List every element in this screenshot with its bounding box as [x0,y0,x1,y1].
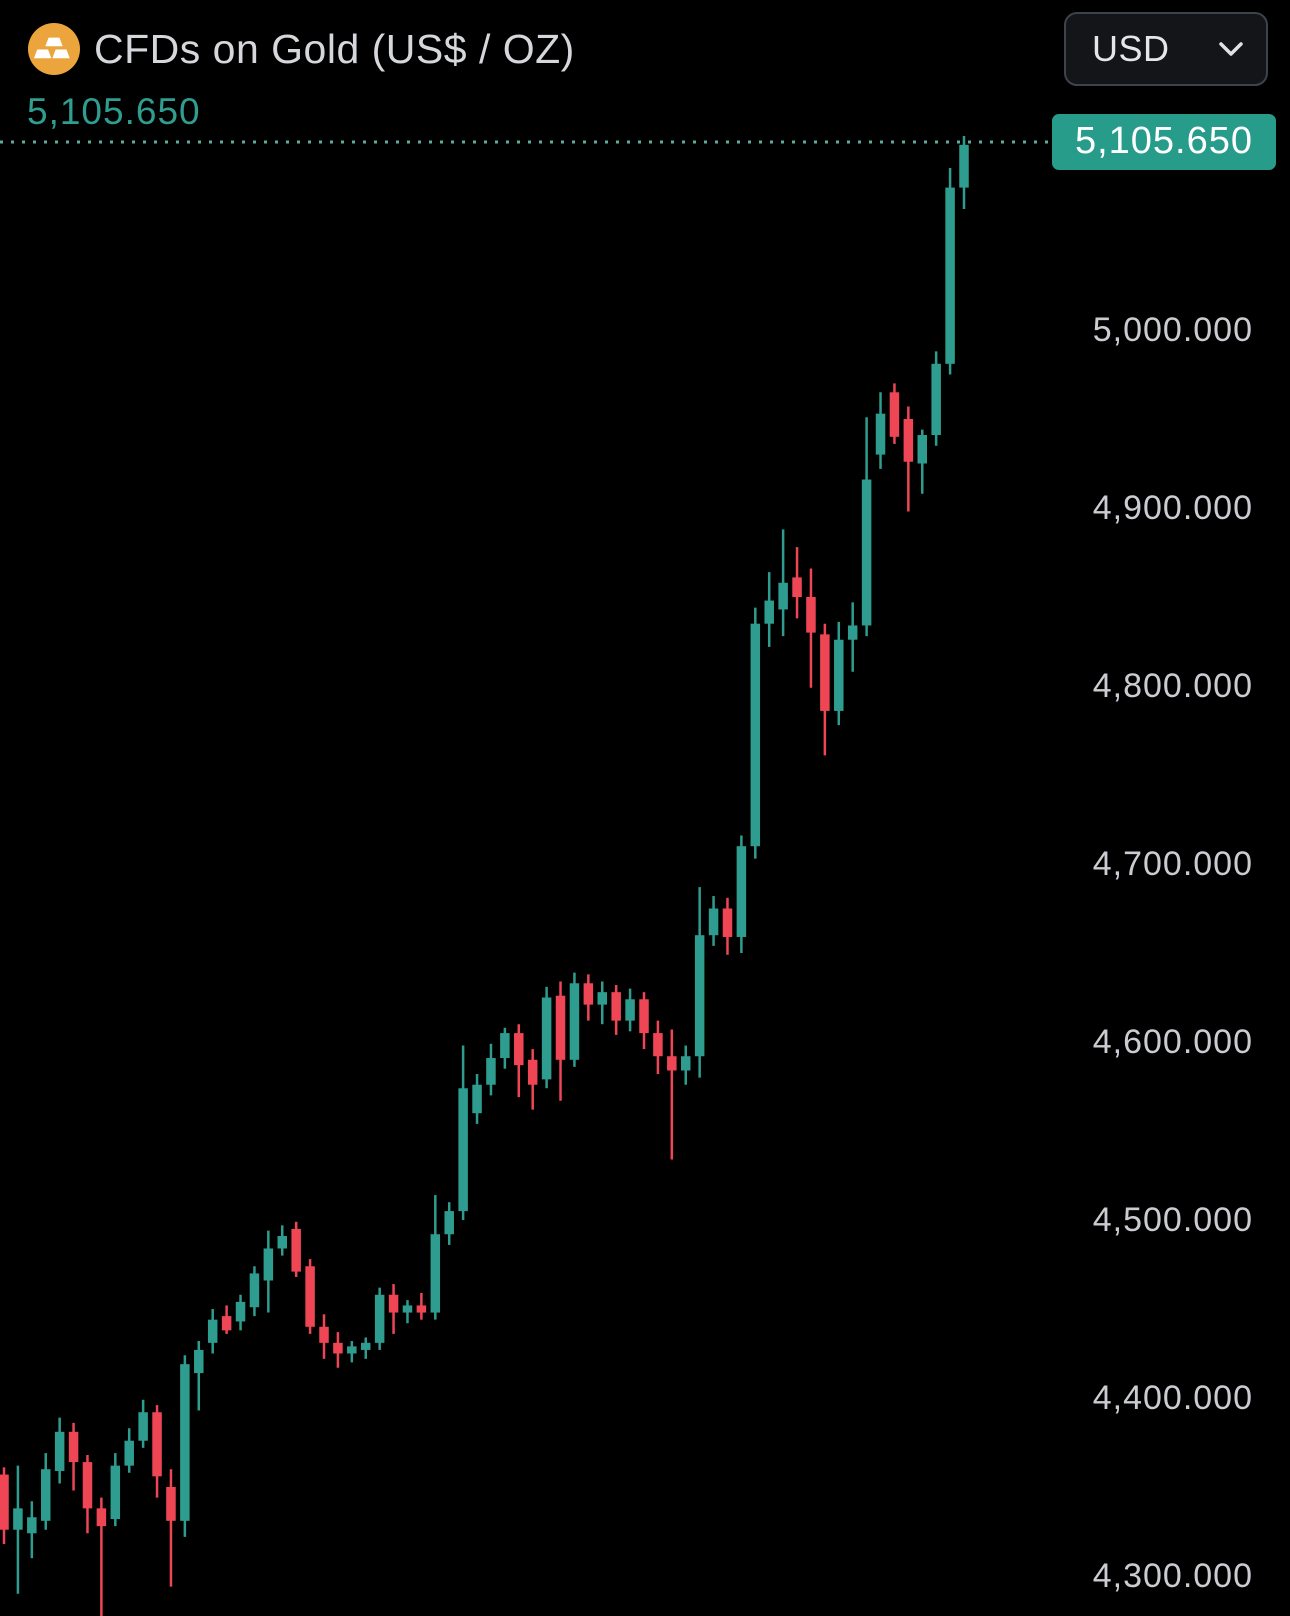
candlestick [555,981,566,1101]
candlestick [110,1453,121,1527]
price-axis-tick: 4,600.000 [1092,1023,1253,1061]
candlestick [82,1454,93,1534]
candlestick [486,1043,496,1096]
currency-value: USD [1092,28,1170,69]
candlestick [68,1422,79,1491]
gold-bars-icon [28,23,80,75]
candlestick [152,1405,162,1498]
candlestick [750,607,761,859]
candlestick [235,1294,246,1331]
candlestick [764,572,774,647]
candlestick [430,1195,441,1320]
candlestick [514,1024,524,1098]
candlestick [472,1074,482,1124]
candlestick [444,1202,454,1245]
candlestick [54,1417,65,1484]
candlestick [207,1309,218,1354]
symbol-row: CFDs on Gold (US$ / OZ) [28,22,575,76]
candlestick [124,1428,134,1473]
candlestick [694,887,705,1078]
candlestick [347,1341,357,1363]
candlestick [597,981,608,1025]
candlestick [722,897,733,955]
current-price-value: 5,105.650 [27,91,201,132]
candlestick [583,974,594,1021]
candlestick [945,168,955,375]
candlestick [0,1467,9,1544]
candlestick [889,383,900,444]
candlestick [305,1259,315,1334]
candlestick [959,135,969,209]
candlestick [416,1292,427,1320]
candlestick [40,1453,51,1530]
candlestick [625,988,635,1032]
candlestick [180,1355,190,1537]
candlestick [249,1266,260,1317]
price-axis-tick: 4,300.000 [1092,1557,1253,1595]
candlestick [611,985,621,1035]
candlestick [653,1020,663,1075]
candlestick [27,1501,37,1559]
last-price-label: 5,105.650 [1052,113,1276,170]
candlestick [388,1284,399,1334]
candlestick [221,1305,232,1334]
price-axis-tick: 4,800.000 [1092,667,1253,705]
price-axis-tick: 4,500.000 [1092,1201,1253,1239]
candlestick [527,1049,538,1110]
candlestick [291,1221,301,1277]
chart-header: CFDs on Gold (US$ / OZ) 5,105.650 [0,0,1290,160]
candlestick [861,417,872,637]
candlestick [834,621,844,726]
candlestick [319,1314,329,1359]
candlestick [680,1045,691,1085]
candlestick [820,623,830,756]
chevron-down-icon [1219,42,1243,56]
candlestick [778,529,788,637]
currency-dropdown[interactable]: USD [1064,12,1268,86]
candlestick [639,992,649,1050]
price-axis-tick: 4,400.000 [1092,1379,1253,1417]
candlestick [458,1045,468,1220]
candlestick [96,1497,107,1616]
candlestick [500,1027,510,1069]
candlestick [569,972,580,1067]
symbol-title: CFDs on Gold (US$ / OZ) [94,26,575,72]
candlestick [931,351,941,446]
candlestick [360,1337,371,1359]
candlestick [541,986,552,1089]
candlestick [13,1465,23,1594]
candlestick [708,896,719,946]
candlestick [847,602,858,672]
candlestick [792,547,802,619]
price-axis-tick: 4,700.000 [1092,845,1253,883]
candlestick [917,429,928,494]
candlestick [194,1341,204,1411]
candlestick [263,1230,274,1313]
candlestick [138,1399,148,1448]
price-axis-tick: 5,000.000 [1092,311,1253,349]
price-axis-tick: 4,900.000 [1092,489,1253,527]
candlestick [667,1029,677,1160]
candlestick [402,1300,413,1324]
candlestick [875,392,886,469]
candlestick [333,1332,343,1368]
candlestick [736,835,747,953]
price-axis[interactable]: 5,000.000 4,900.000 4,800.000 4,700.000 4,60… [1030,0,1290,1616]
candlestick [903,406,914,512]
candlestick [166,1469,176,1587]
candlestick [806,568,816,688]
candlestick [277,1225,288,1256]
candlestick [374,1287,385,1350]
